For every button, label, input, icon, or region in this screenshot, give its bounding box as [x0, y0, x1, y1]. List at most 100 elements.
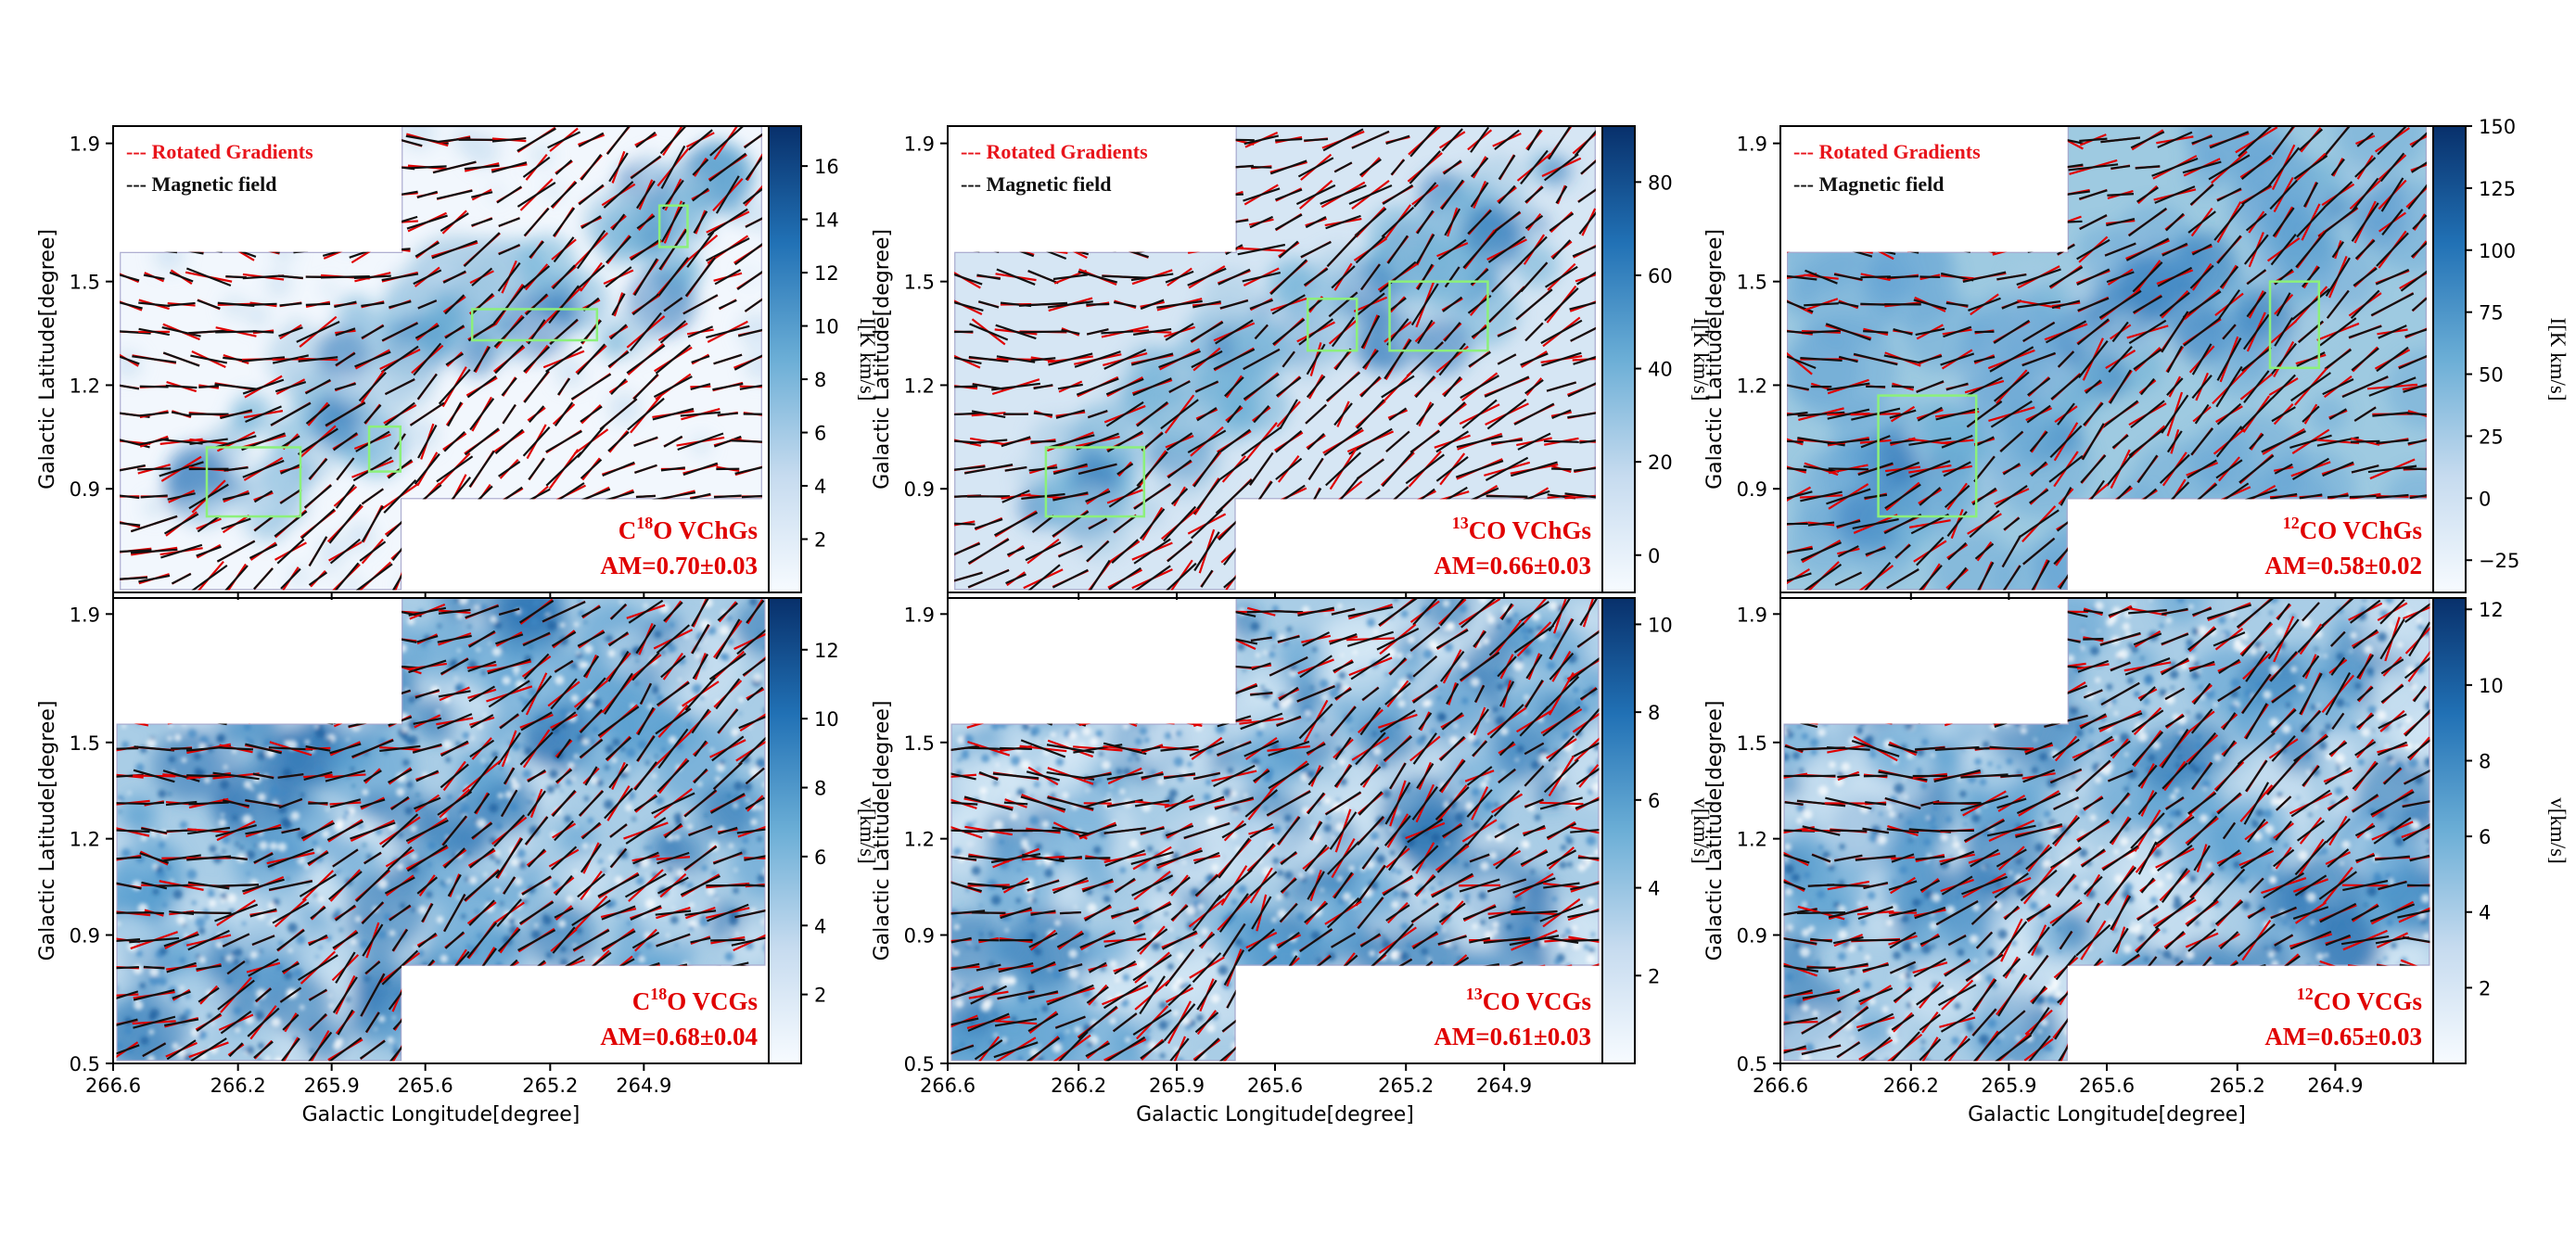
- colorbar-tick-13co-vchg-0: 0: [1648, 545, 1660, 567]
- colorbar-tick-12co-vchg-1: 0: [2479, 488, 2491, 510]
- legend-gradients-12co-vchg: --- Rotated Gradients: [1793, 140, 1981, 163]
- colorbar-label-12co-vcg: v[km/s]: [2546, 797, 2570, 864]
- ylabel-13co-vcg: Galactic Latitude[degree]: [871, 701, 894, 961]
- ytick-label-12co-vchg-2: 1.5: [1737, 272, 1767, 294]
- colorbar-12co-vcg: [2432, 597, 2467, 1064]
- panel-c18o-vchg: 0.9 1.2 1.5 1.9 Galactic Latitude[degree] ---…: [36, 125, 879, 600]
- colorbar-tick-13co-vcg-0: 2: [1648, 965, 1660, 987]
- am-label-c18o-vchg: AM=0.70±0.03: [600, 552, 758, 579]
- colorbar-label-c18o-vcg: v[km/s]: [856, 797, 879, 864]
- colorbar-c18o-vchg: [768, 125, 802, 593]
- colorbar-tick-13co-vchg-4: 80: [1648, 172, 1673, 194]
- ytick-label-12co-vcg-2: 1.2: [1737, 829, 1767, 851]
- region-box-c18o-vchg-1: [367, 425, 402, 473]
- ytick-label-c18o-vcg-0: 0.5: [70, 1053, 100, 1075]
- colorbar-c18o-vcg: [768, 597, 802, 1064]
- legend-field-c18o-vchg: --- Magnetic field: [126, 172, 277, 196]
- ytick-label-12co-vcg-0: 0.5: [1737, 1053, 1767, 1075]
- ytick-label-13co-vchg-3: 1.9: [904, 134, 935, 156]
- colorbar-tick-c18o-vcg-3: 8: [814, 778, 826, 800]
- colorbar-tick-c18o-vchg-3: 8: [814, 369, 826, 391]
- colorbar-tick-c18o-vchg-6: 14: [814, 210, 839, 232]
- tracer-label-12co-vchg: 12CO VChGs: [2283, 514, 2422, 544]
- tracer-label-13co-vcg: 13CO VCGs: [1466, 985, 1591, 1015]
- ylabel-12co-vchg: Galactic Latitude[degree]: [1703, 229, 1727, 490]
- colorbar-tick-c18o-vchg-0: 2: [814, 529, 826, 552]
- ytick-label-12co-vcg-1: 0.9: [1737, 925, 1767, 948]
- colorbar-tick-12co-vchg-3: 50: [2479, 364, 2504, 387]
- region-box-12co-vchg-0: [1877, 394, 1978, 518]
- colorbar-tick-12co-vcg-0: 2: [2479, 977, 2491, 999]
- legend-field-12co-vchg: --- Magnetic field: [1793, 172, 1945, 196]
- region-box-c18o-vchg-3: [657, 204, 689, 248]
- colorbar-tick-12co-vchg-5: 100: [2479, 240, 2516, 262]
- colorbar-tick-13co-vchg-1: 20: [1648, 452, 1673, 474]
- colorbar-tick-13co-vcg-1: 4: [1648, 878, 1660, 900]
- colorbar-tick-c18o-vcg-4: 10: [814, 708, 839, 731]
- xtick-label-12co-vcg-0: 266.6: [1753, 1075, 1808, 1097]
- colorbar-tick-12co-vcg-3: 8: [2479, 750, 2491, 772]
- ytick-label-13co-vcg-3: 1.5: [904, 732, 935, 755]
- am-label-12co-vchg: AM=0.58±0.02: [2264, 552, 2422, 579]
- colorbar-tick-c18o-vcg-0: 2: [814, 985, 826, 1007]
- ytick-label-12co-vchg-1: 1.2: [1737, 375, 1767, 397]
- ytick-label-c18o-vcg-3: 1.5: [70, 732, 100, 755]
- colorbar-tick-13co-vchg-3: 60: [1648, 265, 1673, 287]
- xtick-label-12co-vcg-5: 264.9: [2307, 1075, 2363, 1097]
- map-image-c18o-vcg: [116, 598, 766, 1062]
- colorbar-tick-12co-vcg-2: 6: [2479, 826, 2491, 848]
- xtick-label-12co-vcg-3: 265.6: [2079, 1075, 2135, 1097]
- xtick-label-13co-vcg-2: 265.9: [1149, 1075, 1205, 1097]
- xtick-label-c18o-vcg-4: 265.2: [522, 1075, 578, 1097]
- region-box-c18o-vchg-0: [205, 446, 302, 518]
- colorbar-tick-c18o-vchg-1: 4: [814, 476, 826, 498]
- panel-13co-vchg: 0.9 1.2 1.5 1.9 Galactic Latitude[degree] ---…: [871, 125, 1713, 600]
- colorbar-label-c18o-vchg: I[K km/s]: [856, 317, 879, 401]
- xtick-label-13co-vcg-4: 265.2: [1378, 1075, 1434, 1097]
- colorbar-label-13co-vchg: I[K km/s]: [1690, 317, 1713, 401]
- ytick-label-12co-vcg-3: 1.5: [1737, 732, 1767, 755]
- xtick-label-13co-vcg-5: 264.9: [1476, 1075, 1532, 1097]
- panel-12co-vchg: 0.9 1.2 1.5 1.9 Galactic Latitude[degree] ---…: [1703, 116, 2570, 600]
- tracer-label-13co-vchg: 13CO VChGs: [1452, 514, 1591, 544]
- colorbar-label-12co-vchg: I[K km/s]: [2546, 317, 2570, 401]
- colorbar-tick-12co-vchg-7: 150: [2479, 116, 2516, 138]
- colorbar-tick-c18o-vchg-5: 12: [814, 262, 839, 285]
- colorbar-tick-12co-vcg-4: 10: [2479, 675, 2504, 697]
- colorbar-tick-12co-vchg-4: 75: [2479, 302, 2504, 324]
- xtick-label-12co-vcg-1: 266.2: [1883, 1075, 1939, 1097]
- ytick-label-c18o-vchg-0: 0.9: [70, 478, 100, 501]
- tracer-label-c18o-vchg: C18O VChGs: [618, 514, 758, 544]
- colorbar-tick-12co-vcg-1: 4: [2479, 902, 2491, 924]
- xtick-label-13co-vcg-0: 266.6: [920, 1075, 976, 1097]
- region-box-12co-vchg-1: [2268, 280, 2321, 370]
- region-box-c18o-vchg-2: [470, 308, 599, 342]
- xtick-label-13co-vcg-1: 266.2: [1051, 1075, 1106, 1097]
- ytick-label-12co-vcg-4: 1.9: [1737, 604, 1767, 626]
- xtick-label-12co-vcg-2: 265.9: [1981, 1075, 2036, 1097]
- xtick-label-c18o-vcg-1: 266.2: [210, 1075, 266, 1097]
- ytick-label-c18o-vchg-3: 1.9: [70, 134, 100, 156]
- colorbar-tick-c18o-vchg-7: 16: [814, 156, 839, 178]
- colorbar-13co-vchg: [1601, 125, 1636, 593]
- colorbar-tick-c18o-vcg-5: 12: [814, 640, 839, 662]
- am-label-13co-vcg: AM=0.61±0.03: [1434, 1023, 1591, 1050]
- colorbar-tick-c18o-vcg-1: 4: [814, 915, 826, 937]
- xlabel-13co-vcg: Galactic Longitude[degree]: [1136, 1103, 1414, 1126]
- colorbar-tick-12co-vchg-2: 25: [2479, 426, 2504, 448]
- ytick-label-13co-vcg-0: 0.5: [904, 1053, 935, 1075]
- ytick-label-c18o-vchg-1: 1.2: [70, 375, 100, 397]
- ytick-label-12co-vchg-3: 1.9: [1737, 134, 1767, 156]
- ylabel-12co-vcg: Galactic Latitude[degree]: [1703, 701, 1727, 961]
- xlabel-12co-vcg: Galactic Longitude[degree]: [1968, 1103, 2246, 1126]
- ylabel-c18o-vcg: Galactic Latitude[degree]: [36, 701, 59, 961]
- legend-gradients-13co-vchg: --- Rotated Gradients: [961, 140, 1148, 163]
- am-label-12co-vcg: AM=0.65±0.03: [2264, 1023, 2422, 1050]
- ylabel-c18o-vchg: Galactic Latitude[degree]: [36, 229, 59, 490]
- ytick-label-13co-vcg-4: 1.9: [904, 604, 935, 626]
- am-label-13co-vchg: AM=0.66±0.03: [1434, 552, 1591, 579]
- colorbar-tick-c18o-vcg-2: 6: [814, 846, 826, 869]
- region-box-13co-vchg-2: [1388, 280, 1489, 352]
- am-label-c18o-vcg: AM=0.68±0.04: [600, 1023, 758, 1050]
- xtick-label-c18o-vcg-5: 264.9: [616, 1075, 671, 1097]
